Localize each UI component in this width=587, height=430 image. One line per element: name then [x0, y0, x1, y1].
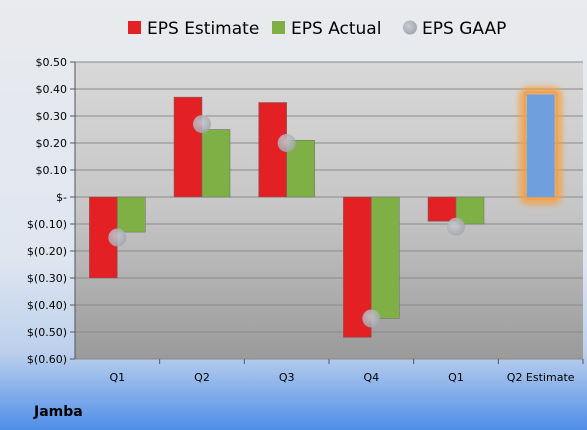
- company-name: Jamba: [33, 404, 83, 420]
- y-tick-label: $(0.20): [27, 245, 67, 258]
- eps-gaap-marker: [447, 217, 465, 236]
- y-tick-label: $0.50: [36, 56, 68, 69]
- eps-estimate-bar: [427, 196, 457, 222]
- y-tick-label: $0.30: [36, 110, 68, 123]
- eps-gaap-marker: [362, 309, 381, 328]
- highlight-glow: [519, 86, 563, 205]
- y-tick-label: $0.40: [36, 83, 68, 96]
- legend: EPS Estimate EPS Actual EPS GAAP: [128, 19, 506, 39]
- x-tick-label: Q2 Estimate: [507, 371, 575, 384]
- y-tick-label: $(0.50): [27, 326, 67, 339]
- plot-area: [75, 62, 583, 359]
- y-tick-label: $0.10: [36, 164, 68, 177]
- eps-actual-bar: [117, 196, 146, 233]
- legend-item: EPS Estimate: [128, 19, 259, 39]
- gaap-markers: [108, 115, 465, 328]
- x-axis-ticks: Q1 Q2 Q3 Q4 Q1 Q2 Estimate: [109, 359, 584, 384]
- y-tick-label: $0.20: [36, 137, 68, 150]
- x-tick-label: Q1: [109, 371, 125, 384]
- q2-estimate-bar: [526, 94, 555, 197]
- y-tick-label: $(0.60): [27, 353, 67, 366]
- y-axis-ticks: $0.50 $0.40 $0.30 $0.20 $0.10 $- $(0.10) $(0.20…: [27, 56, 76, 366]
- eps-actual-bar: [201, 129, 231, 198]
- legend-item: EPS GAAP: [403, 19, 506, 39]
- x-tick-label: Q1: [448, 371, 464, 384]
- y-tick-label: $(0.10): [27, 218, 67, 231]
- x-tick-label: Q4: [363, 371, 379, 384]
- legend-item: EPS Actual: [272, 19, 381, 39]
- eps-gaap-marker: [277, 134, 296, 152]
- legend-swatch: [403, 20, 417, 35]
- x-tick-label: Q2: [194, 371, 210, 384]
- y-tick-label: $(0.30): [27, 272, 67, 285]
- legend-swatch: [272, 21, 285, 34]
- legend-label: EPS Estimate: [147, 19, 259, 39]
- legend-label: EPS GAAP: [422, 19, 506, 39]
- grid-lines: [75, 61, 583, 360]
- eps-gaap-marker: [108, 228, 127, 247]
- highlight-outline: [523, 91, 558, 201]
- x-tick-label: Q3: [279, 371, 295, 384]
- y-tick-label: $-: [56, 191, 67, 204]
- eps-gaap-marker: [193, 115, 211, 134]
- legend-label: EPS Actual: [291, 19, 381, 39]
- legend-swatch: [128, 21, 141, 34]
- y-tick-label: $(0.40): [27, 299, 67, 312]
- eps-estimate-bar: [173, 96, 203, 198]
- eps-actual-bar: [371, 196, 400, 319]
